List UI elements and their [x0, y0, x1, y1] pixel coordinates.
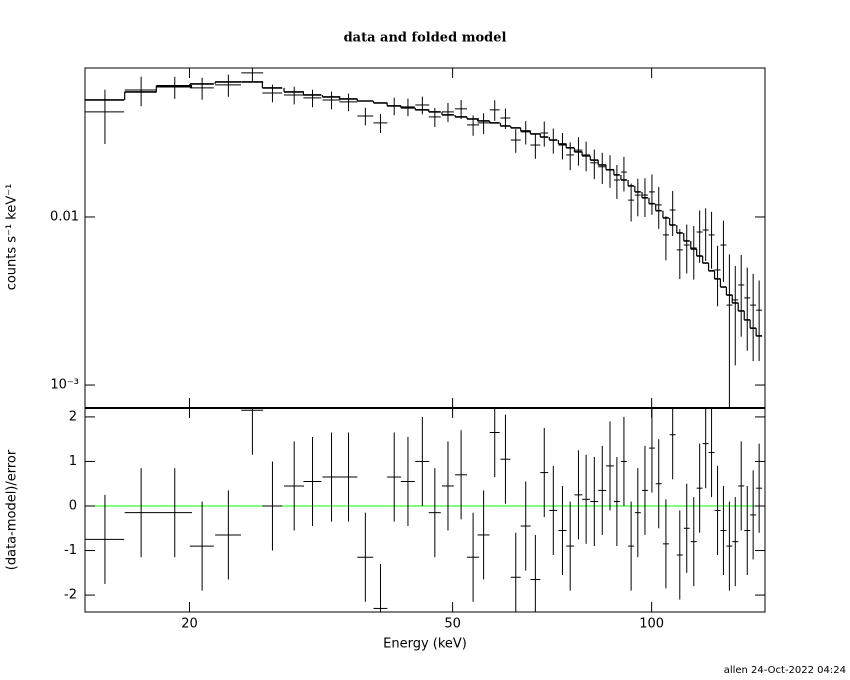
- x-tick-label: 50: [444, 617, 461, 632]
- y-tick-label: 0.01: [50, 209, 79, 224]
- x-tick-label: 100: [639, 617, 664, 632]
- y-axis-label: (data-model)/error: [5, 449, 20, 570]
- top-panel: [85, 68, 763, 408]
- chart-title: data and folded model: [344, 31, 507, 46]
- y-tick-label: 1: [69, 454, 77, 469]
- y-tick-label: 2: [69, 409, 77, 424]
- x-tick-label: 20: [181, 617, 198, 632]
- y-tick-label: 10⁻³: [50, 378, 79, 393]
- y-tick-label: -2: [64, 588, 77, 603]
- axes: 0.01 10⁻³ -2 -1 0 1 2 20 50 100: [50, 68, 765, 632]
- y-tick-label: -1: [64, 543, 77, 558]
- y-axis-label: counts s⁻¹ keV⁻¹: [5, 184, 20, 291]
- bottom-panel: [85, 408, 765, 612]
- footer: allen 24-Oct-2022 04:24: [724, 665, 846, 676]
- frame: [84, 67, 766, 613]
- y-tick-label: 0: [69, 498, 77, 513]
- x-axis-label: Energy (keV): [383, 637, 467, 652]
